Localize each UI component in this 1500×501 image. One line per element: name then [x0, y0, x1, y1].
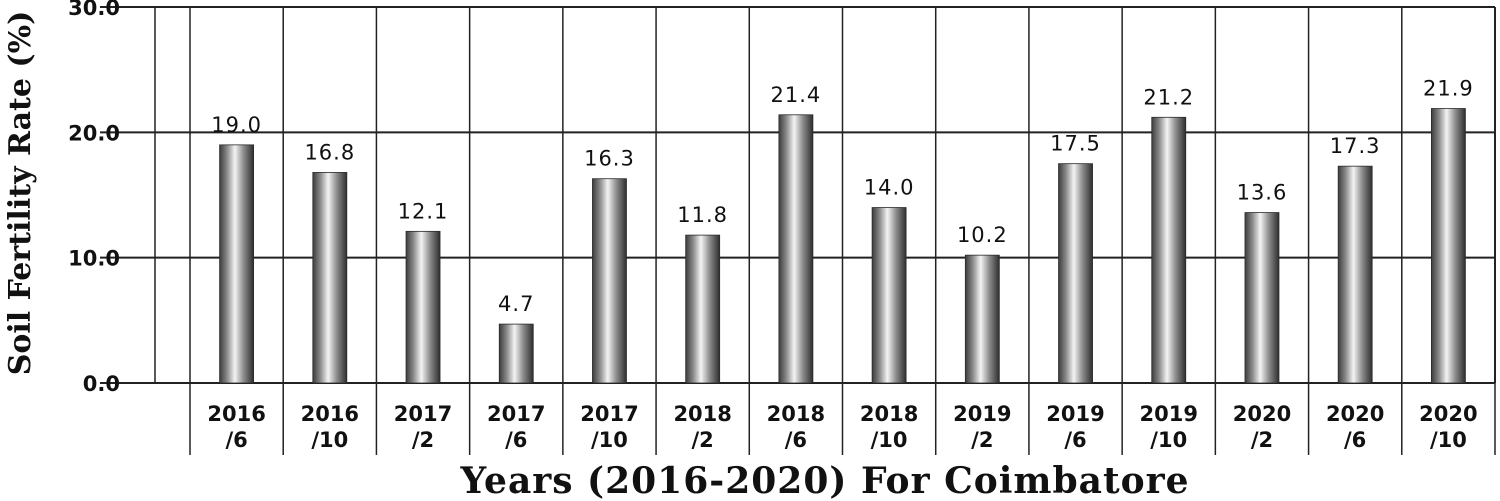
bar	[1337, 165, 1373, 384]
x-category-label-line: 2016	[207, 402, 265, 426]
data-label: 16.3	[584, 147, 635, 171]
x-category-label-line: 2018	[860, 402, 918, 426]
y-tick-label: 30.0	[68, 0, 120, 20]
bar	[1058, 163, 1093, 384]
x-category-label: 2016/10	[301, 402, 359, 452]
bar	[312, 172, 348, 384]
data-label: 14.0	[864, 176, 915, 200]
bar	[964, 254, 1000, 384]
x-category-label-line: /10	[1150, 428, 1187, 452]
data-label: 4.7	[498, 292, 534, 316]
x-category-label-line: 2016	[301, 402, 359, 426]
x-category-label: 2016/6	[207, 402, 265, 452]
data-label: 19.0	[211, 113, 262, 137]
x-category-label-line: /10	[871, 428, 908, 452]
y-tick-label: 20.0	[68, 121, 120, 145]
x-category-label-line: /6	[785, 428, 807, 452]
x-category-label-line: /2	[971, 428, 993, 452]
x-category-label-line: 2017	[394, 402, 452, 426]
data-label: 21.2	[1143, 85, 1194, 109]
data-labels: 19.0 16.8 12.1 4.7 16.3 11.8 21.4 14.0 10.2 17.5 2…	[211, 77, 1474, 317]
data-label: 21.9	[1423, 77, 1474, 101]
x-category-label: 2019/2	[953, 402, 1011, 452]
bar	[498, 323, 534, 384]
x-category-label-line: /6	[505, 428, 527, 452]
x-axis-categories: 2016/62016/102017/22017/62017/102018/220…	[207, 402, 1477, 452]
x-category-label-line: /10	[591, 428, 628, 452]
bar	[219, 144, 255, 384]
data-label: 16.8	[304, 140, 355, 164]
x-category-label-line: 2018	[767, 402, 825, 426]
x-category-label: 2019/10	[1140, 402, 1198, 452]
x-category-label: 2017/6	[487, 402, 545, 452]
x-category-label-line: /2	[412, 428, 434, 452]
x-category-label: 2018/2	[673, 402, 731, 452]
y-tick-label: 0.0	[83, 372, 120, 396]
x-category-label: 2020/2	[1233, 402, 1291, 452]
x-category-label: 2020/10	[1419, 402, 1477, 452]
x-category-label-line: 2018	[673, 402, 731, 426]
bar	[1244, 212, 1280, 384]
x-category-label-line: 2020	[1326, 402, 1384, 426]
data-label: 17.5	[1050, 132, 1101, 156]
x-category-label-line: /6	[1344, 428, 1366, 452]
x-category-label-line: 2020	[1419, 402, 1477, 426]
x-category-label-line: /2	[692, 428, 714, 452]
x-category-label: 2018/6	[767, 402, 825, 452]
bar	[871, 207, 907, 384]
y-axis-title: Soil Fertility Rate (%)	[3, 11, 38, 376]
bars	[219, 108, 1466, 384]
x-category-label-line: 2019	[1140, 402, 1198, 426]
bar	[685, 234, 721, 384]
x-category-label-line: 2019	[1046, 402, 1104, 426]
bar	[405, 230, 441, 384]
data-label: 21.4	[771, 83, 822, 107]
data-label: 17.3	[1330, 134, 1381, 158]
x-category-label-line: /10	[1430, 428, 1467, 452]
y-axis-ticks: 0.0 10.0 20.0 30.0	[68, 0, 120, 396]
x-category-label-line: 2019	[953, 402, 1011, 426]
data-label: 10.2	[957, 223, 1008, 247]
bar	[592, 178, 627, 384]
x-category-label: 2017/10	[580, 402, 638, 452]
x-category-label: 2019/6	[1046, 402, 1104, 452]
bar	[1430, 108, 1466, 384]
x-category-label-line: 2020	[1233, 402, 1291, 426]
data-label: 12.1	[398, 199, 449, 223]
x-category-label-line: 2017	[580, 402, 638, 426]
bar	[1151, 116, 1187, 384]
x-category-label-line: /10	[311, 428, 348, 452]
data-label: 13.6	[1237, 181, 1288, 205]
x-category-label-line: 2017	[487, 402, 545, 426]
x-category-label: 2020/6	[1326, 402, 1384, 452]
x-category-label-line: /6	[1064, 428, 1086, 452]
x-category-label: 2018/10	[860, 402, 918, 452]
data-label: 11.8	[677, 203, 728, 227]
x-category-label: 2017/2	[394, 402, 452, 452]
y-tick-label: 10.0	[68, 247, 120, 271]
x-category-label-line: /6	[225, 428, 247, 452]
x-category-label-line: /2	[1251, 428, 1273, 452]
x-axis-title: Years (2016-2020) For Coimbatore	[459, 460, 1189, 501]
bar	[778, 114, 814, 384]
